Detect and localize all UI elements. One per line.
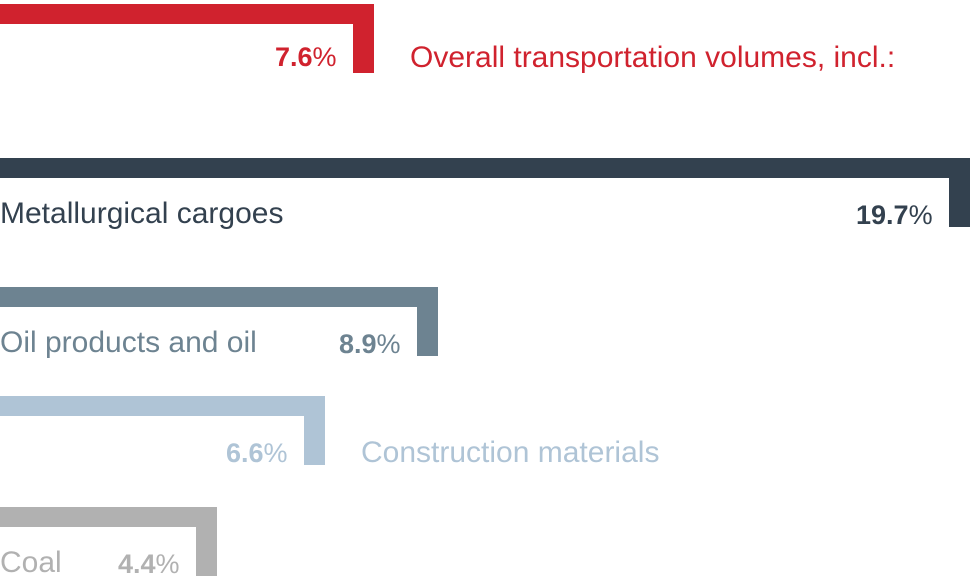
value-label-oil: 8.9%: [339, 331, 401, 358]
category-label-metallurgical: Metallurgical cargoes: [0, 197, 284, 230]
bar-overall: [0, 4, 374, 73]
value-label-overall-unit: %: [312, 42, 337, 72]
bar-oil: [0, 287, 438, 356]
value-label-overall-number: 7.6: [275, 42, 313, 72]
bar-construction: [0, 396, 325, 465]
category-label-construction: Construction materials: [361, 436, 660, 469]
value-label-coal-number: 4.4: [118, 549, 156, 579]
value-label-overall: 7.6%: [275, 44, 337, 71]
bar-overall-top: [0, 4, 374, 24]
bar-metallurgical-top: [0, 158, 970, 178]
bar-oil-top: [0, 287, 438, 307]
value-label-metallurgical-unit: %: [908, 200, 933, 230]
bar-construction-top: [0, 396, 325, 416]
value-label-metallurgical-number: 19.7: [856, 200, 909, 230]
value-label-metallurgical: 19.7%: [856, 202, 933, 229]
value-label-oil-number: 8.9: [339, 329, 377, 359]
value-label-construction: 6.6%: [226, 440, 288, 467]
value-label-construction-unit: %: [263, 438, 288, 468]
value-label-coal: 4.4%: [118, 551, 180, 578]
category-label-coal: Coal: [0, 546, 62, 579]
bar-oil-drop: [417, 287, 438, 356]
value-label-coal-unit: %: [155, 549, 180, 579]
bar-coal-drop: [196, 507, 217, 576]
category-label-overall: Overall transportation volumes, incl.:: [410, 41, 896, 74]
bar-coal-top: [0, 507, 217, 527]
bar-coal: [0, 507, 217, 576]
bar-construction-drop: [304, 396, 325, 465]
bar-metallurgical-drop: [949, 158, 970, 227]
category-label-oil: Oil products and oil: [0, 326, 257, 359]
bar-metallurgical: [0, 158, 970, 227]
value-label-construction-number: 6.6: [226, 438, 264, 468]
value-label-oil-unit: %: [376, 329, 401, 359]
bar-overall-drop: [353, 4, 374, 73]
